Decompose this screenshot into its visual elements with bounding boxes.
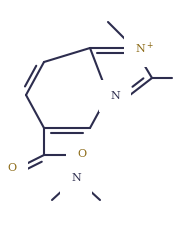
Text: N$^+$: N$^+$ <box>135 40 154 56</box>
Text: O: O <box>77 149 86 159</box>
Text: N: N <box>71 173 81 183</box>
Text: O: O <box>8 163 17 173</box>
Text: N: N <box>110 91 120 101</box>
